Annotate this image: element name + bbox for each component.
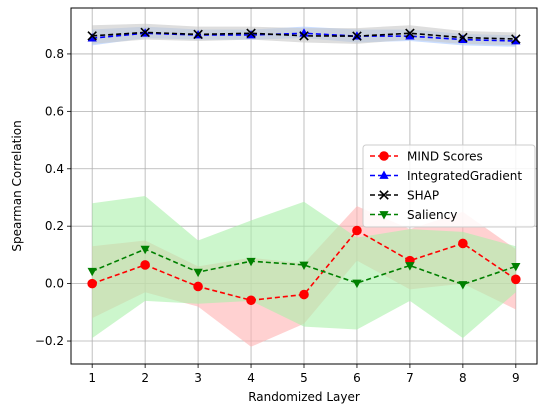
x-tick-label: 1 (88, 371, 96, 385)
legend-marker-mind-scores (379, 151, 389, 161)
x-tick-label: 2 (141, 371, 149, 385)
point-shap (352, 31, 362, 41)
point-mind-scores (458, 238, 468, 249)
y-tick-label: 0.6 (45, 104, 64, 118)
point-mind-scores (299, 289, 309, 300)
x-tick-label: 5 (300, 371, 308, 385)
legend-box (362, 144, 536, 228)
point-mind-scores (87, 278, 97, 289)
point-shap (193, 29, 203, 40)
x-axis-label: Randomized Layer (248, 390, 360, 404)
x-tick-label: 3 (194, 371, 202, 385)
y-tick-label: 0.2 (45, 219, 64, 233)
point-saliency (352, 279, 362, 289)
point-saliency (405, 262, 415, 271)
point-saliency (246, 257, 256, 267)
x-tick-label: 4 (247, 371, 255, 385)
y-tick-label: 0.4 (45, 162, 64, 176)
x-marker-stroke (405, 28, 415, 39)
point-integratedgradient (405, 31, 415, 40)
line-mind-scores (91, 229, 517, 302)
x-marker-stroke (352, 31, 362, 41)
point-saliency (87, 267, 97, 277)
x-tick-label: 9 (512, 371, 520, 385)
point-mind-scores (246, 295, 256, 306)
legend: MIND Scores IntegratedGradient SHAP Salienc… (362, 144, 536, 228)
legend-marker-saliency (379, 211, 389, 220)
point-saliency (458, 281, 468, 290)
point-mind-scores (352, 225, 362, 236)
x-tick-label: 7 (406, 371, 414, 385)
x-marker-stroke (458, 32, 468, 43)
point-mind-scores (140, 260, 150, 270)
x-marker-stroke (379, 190, 389, 200)
x-marker-stroke (246, 28, 256, 39)
y-axis-ticks: −0.2 0.0 0.2 0.4 0.6 0.8 (35, 47, 71, 348)
point-shap (299, 31, 309, 41)
legend-marker-shap (379, 190, 389, 200)
point-shap (140, 27, 150, 38)
x-tick-label: 8 (459, 371, 467, 385)
x-marker-stroke (299, 31, 309, 41)
point-shap (458, 32, 468, 43)
point-mind-scores (511, 274, 521, 285)
x-marker-stroke (87, 31, 97, 41)
x-marker-stroke (511, 34, 521, 44)
point-saliency (511, 263, 521, 272)
y-tick-label: 0.8 (45, 47, 64, 61)
legend-marker-integratedgradient (379, 170, 389, 179)
y-tick-label: 0.0 (45, 277, 64, 291)
x-marker-stroke (140, 27, 150, 38)
point-saliency (299, 261, 309, 270)
point-shap (87, 31, 97, 41)
point-saliency (140, 245, 150, 255)
point-mind-scores (193, 281, 203, 292)
legend-label-shap: SHAP (407, 189, 439, 203)
x-tick-label: 6 (353, 371, 361, 385)
x-axis-ticks: 1 2 3 4 5 6 7 8 9 (88, 364, 520, 385)
point-shap (246, 28, 256, 39)
y-axis-label: Spearman Correlation (10, 120, 24, 251)
legend-label-mind-scores: MIND Scores (407, 150, 483, 164)
legend-label-integratedgradient: IntegratedGradient (407, 169, 522, 183)
legend-label-saliency: Saliency (407, 208, 457, 222)
point-shap (511, 34, 521, 44)
x-marker-stroke (193, 29, 203, 40)
point-integratedgradient (87, 33, 97, 42)
point-shap (405, 28, 415, 39)
point-saliency (193, 268, 203, 278)
y-tick-label: −0.2 (35, 334, 64, 348)
line-saliency (91, 248, 517, 286)
series-markers (87, 27, 521, 306)
